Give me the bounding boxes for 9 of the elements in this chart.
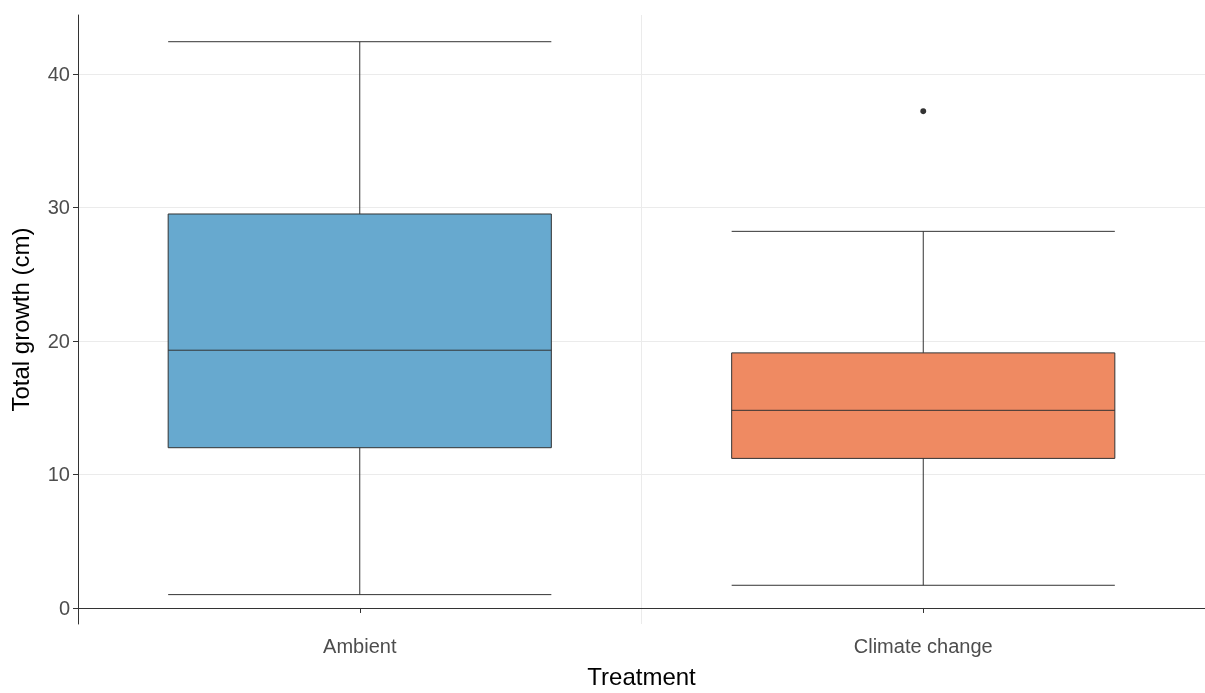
x-tick-label: Climate change — [853, 635, 993, 657]
y-tick-label: 20 — [47, 329, 70, 352]
y-axis-title: Total growth (cm) — [6, 227, 34, 412]
y-tick-label: 0 — [58, 596, 70, 619]
y-tick-label: 30 — [47, 196, 70, 219]
x-axis-title: Treatment — [587, 662, 697, 690]
y-tick-label: 40 — [47, 62, 70, 85]
y-tick-label: 10 — [47, 463, 70, 486]
x-tick-label: Ambient — [323, 635, 397, 657]
